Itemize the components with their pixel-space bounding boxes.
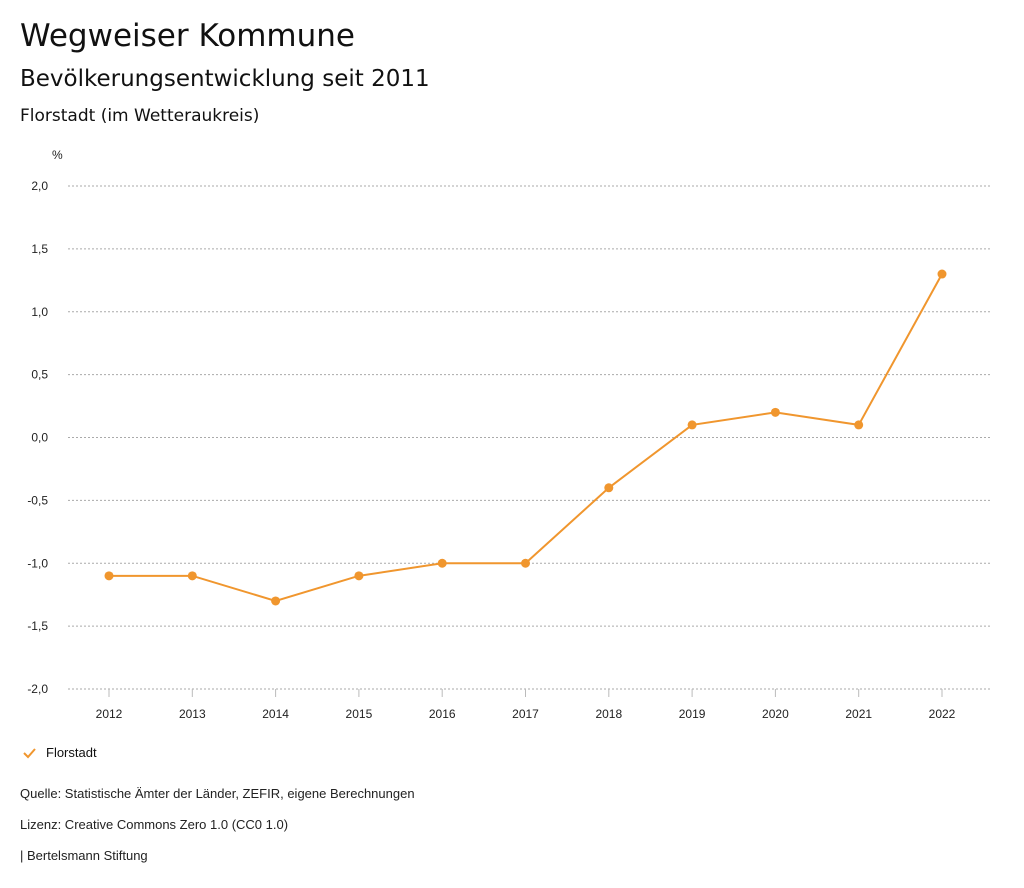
- y-axis-label: %: [52, 148, 63, 162]
- publisher-note: | Bertelsmann Stiftung: [20, 848, 148, 863]
- x-tick-label: 2014: [262, 707, 289, 721]
- y-tick-label: -2,0: [27, 682, 48, 696]
- license-note: Lizenz: Creative Commons Zero 1.0 (CC0 1…: [20, 817, 289, 832]
- chart-title: Bevölkerungsentwicklung seit 2011: [20, 66, 430, 92]
- data-point[interactable]: [687, 420, 697, 430]
- data-point[interactable]: [854, 420, 864, 430]
- y-tick-label: -1,5: [27, 619, 48, 633]
- x-tick-label: 2020: [762, 707, 789, 721]
- data-point[interactable]: [937, 269, 947, 279]
- y-tick-label: 1,0: [31, 305, 48, 319]
- data-point[interactable]: [770, 407, 780, 417]
- y-tick-label: 0,5: [31, 368, 48, 382]
- checkmark-icon: [23, 747, 36, 758]
- y-tick-label: -0,5: [27, 493, 48, 507]
- x-tick-label: 2021: [845, 707, 872, 721]
- data-point[interactable]: [187, 571, 197, 581]
- y-tick-label: 2,0: [31, 179, 48, 193]
- y-tick-label: -1,0: [27, 556, 48, 570]
- legend-label: Florstadt: [46, 745, 97, 760]
- x-tick-label: 2015: [346, 707, 373, 721]
- x-tick-label: 2019: [679, 707, 706, 721]
- data-point[interactable]: [271, 596, 281, 606]
- data-point[interactable]: [604, 483, 614, 493]
- y-tick-label: 1,5: [31, 242, 48, 256]
- y-tick-label: 0,0: [31, 431, 48, 445]
- data-point[interactable]: [521, 558, 530, 568]
- x-tick-label: 2017: [512, 707, 539, 721]
- x-tick-label: 2022: [929, 707, 956, 721]
- x-tick-label: 2013: [179, 707, 206, 721]
- data-point[interactable]: [437, 558, 447, 568]
- app-title: Wegweiser Kommune: [20, 18, 355, 54]
- region-title: Florstadt (im Wetteraukreis): [20, 106, 260, 126]
- x-tick-label: 2016: [429, 707, 456, 721]
- data-point[interactable]: [354, 571, 364, 581]
- x-tick-label: 2018: [595, 707, 622, 721]
- line-chart: % 2,0 1,5 1,0 0,5 0,0 -0,5 -1,0 -1,5 -2,0 2012 201…: [27, 148, 990, 721]
- data-point[interactable]: [104, 571, 114, 581]
- x-tick-label: 2012: [96, 707, 123, 721]
- legend-item-florstadt[interactable]: Florstadt: [22, 745, 97, 760]
- source-note: Quelle: Statistische Ämter der Länder, Z…: [20, 786, 415, 801]
